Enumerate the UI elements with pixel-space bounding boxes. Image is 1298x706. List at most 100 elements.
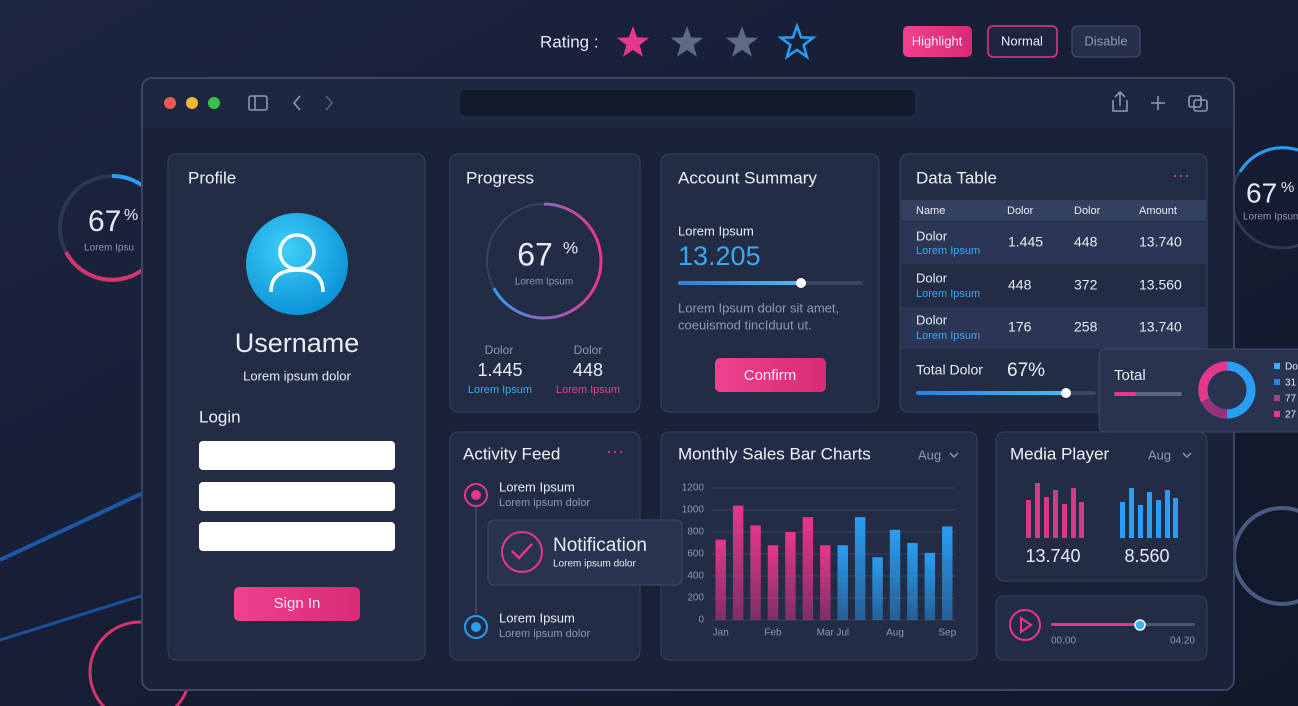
popup-title: Total — [1114, 367, 1146, 384]
cell: 13.560 — [1139, 277, 1182, 293]
bar — [820, 545, 831, 620]
play-icon — [1020, 616, 1033, 634]
card-title: Data Table — [916, 168, 997, 187]
cell: 1.445 — [1008, 234, 1043, 250]
bar — [750, 525, 761, 620]
total-value: 67% — [1007, 360, 1045, 381]
account-text: coeuismod tincIduut ut. — [678, 317, 812, 332]
bar — [924, 552, 936, 620]
highlight-button[interactable] — [903, 26, 972, 57]
bar — [785, 532, 796, 620]
cell: 372 — [1074, 277, 1098, 293]
side-unit: % — [124, 207, 138, 224]
stat-sub: Lorem Ipsum — [556, 384, 620, 396]
audio-card — [995, 595, 1208, 661]
account-label: Lorem Ipsum — [678, 223, 754, 238]
side-caption: Lorem Ipsu — [84, 243, 134, 254]
x-tick-label: Mar — [817, 628, 835, 639]
sign-in-button[interactable] — [234, 587, 360, 621]
legend-label: 27 — [1285, 410, 1297, 421]
item-title: Lorem Ipsum — [499, 479, 575, 494]
row-name: Dolor — [916, 270, 948, 285]
row-name: Dolor — [916, 228, 948, 243]
donut — [1198, 361, 1256, 419]
zoom-dot[interactable] — [208, 97, 220, 109]
address-bar[interactable] — [460, 90, 915, 116]
slider-fill — [916, 391, 1066, 395]
side-caption: Lorem Ipsum — [1243, 212, 1298, 223]
equalizer — [1026, 483, 1178, 538]
close-dot[interactable] — [164, 97, 176, 109]
card-title: Activity Feed — [463, 444, 560, 463]
audio-knob[interactable] — [1134, 619, 1146, 631]
y-tick-label: 400 — [687, 571, 704, 582]
avatar — [246, 213, 348, 315]
bar — [732, 505, 744, 620]
filter-select[interactable]: Aug — [918, 447, 941, 462]
timeline-dot — [464, 483, 488, 507]
cell: 258 — [1074, 319, 1098, 335]
button-label: Confirm — [744, 367, 797, 384]
progress-unit: % — [563, 238, 578, 257]
side-value: 67 — [88, 205, 121, 238]
bar — [767, 545, 779, 620]
x-tick-label: Feb — [764, 628, 782, 639]
notification-sub: Lorem ipsum dolor — [553, 559, 636, 570]
bar — [802, 517, 814, 620]
card-title: Account Summary — [678, 168, 817, 187]
rating-label: Rating : — [540, 32, 599, 51]
button-label: Highlight — [912, 33, 963, 48]
legend-swatch — [1274, 379, 1280, 385]
legend-swatch — [1274, 363, 1280, 369]
y-tick-label: 1000 — [682, 505, 705, 516]
bar — [715, 539, 726, 620]
bar — [872, 557, 883, 620]
slider-knob[interactable] — [1061, 388, 1071, 398]
bar — [854, 517, 866, 620]
input[interactable] — [199, 482, 395, 511]
item-sub: Lorem ipsum dolor — [499, 497, 590, 509]
menu-dots[interactable]: ··· — [1172, 165, 1190, 185]
play-button[interactable] — [1009, 609, 1041, 641]
toolbar-icons — [248, 90, 1208, 112]
cell: 448 — [1008, 277, 1032, 293]
time-end: 04.20 — [1170, 636, 1195, 647]
legend-swatch — [1274, 395, 1280, 401]
input[interactable] — [199, 441, 395, 470]
input[interactable] — [199, 522, 395, 551]
cell: 13.740 — [1139, 234, 1182, 250]
normal-button[interactable] — [987, 25, 1058, 58]
total-label: Total Dolor — [916, 362, 983, 378]
slider-knob[interactable] — [796, 278, 806, 288]
legend-label: Do — [1285, 362, 1298, 373]
bar — [942, 526, 953, 620]
bar — [889, 529, 901, 620]
column-header: Dolor — [1074, 205, 1101, 217]
x-tick-label: Jul — [836, 628, 849, 639]
table-row — [901, 222, 1206, 264]
y-tick-label: 0 — [698, 615, 704, 626]
login-label: Login — [199, 407, 241, 426]
item-title: Lorem Ipsum — [499, 610, 575, 625]
stat-value: 1.445 — [477, 360, 522, 380]
side-value: 67 — [1246, 177, 1277, 208]
progress-card — [449, 153, 641, 413]
stat-label: Dolor — [574, 343, 603, 357]
filter-select[interactable]: Aug — [1148, 447, 1171, 462]
x-tick-label: Jan — [713, 628, 729, 639]
legend-label: 77 — [1285, 394, 1297, 405]
confirm-button[interactable] — [715, 358, 826, 392]
row-name: Dolor — [916, 312, 948, 327]
menu-dots[interactable]: ··· — [606, 441, 624, 461]
button-label: Disable — [1084, 33, 1127, 48]
column-header: Dolor — [1007, 205, 1034, 217]
username: Username — [235, 328, 360, 358]
side-unit: % — [1281, 179, 1294, 196]
minimize-dot[interactable] — [186, 97, 198, 109]
bar — [907, 543, 918, 620]
row-sub: Lorem Ipsum — [916, 245, 980, 257]
y-tick-label: 800 — [687, 527, 704, 538]
timeline-dot — [471, 622, 481, 632]
progress-value: 67 — [517, 236, 553, 272]
popup-bar-fill — [1114, 392, 1136, 396]
